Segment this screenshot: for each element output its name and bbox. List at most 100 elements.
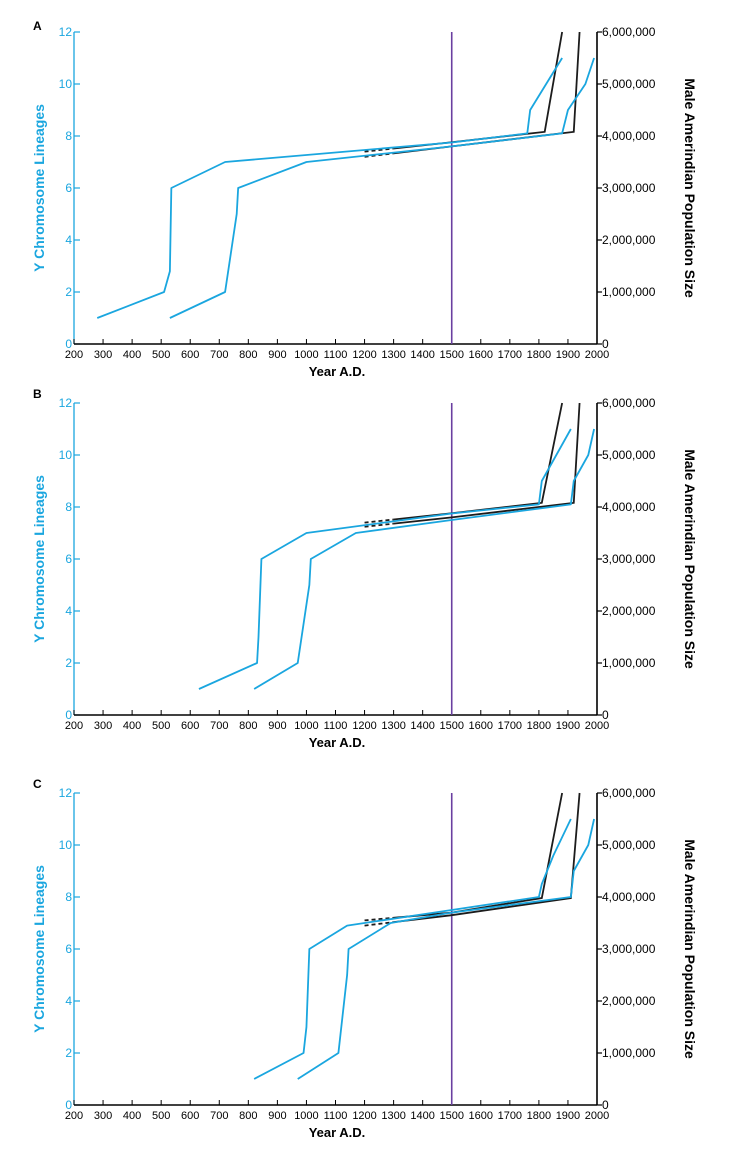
x-tick-label: 1500 [439, 349, 463, 361]
y-left-tick-label: 12 [59, 786, 73, 800]
y-right-tick-label: 0 [602, 1098, 609, 1112]
y-left-tick-label: 6 [65, 942, 72, 956]
x-tick-label: 600 [181, 720, 199, 732]
x-tick-label: 1700 [498, 720, 522, 732]
y-left-tick-label: 12 [59, 396, 73, 410]
x-tick-label: 1200 [352, 1110, 376, 1122]
y-left-tick-label: 6 [65, 181, 72, 195]
panel-label: C [33, 777, 42, 791]
y-axis-right-label: Male Amerindian Population Size [682, 839, 698, 1059]
x-tick-label: 1600 [469, 720, 493, 732]
x-tick-label: 300 [94, 1110, 112, 1122]
x-tick-label: 700 [210, 1110, 228, 1122]
x-tick-label: 900 [268, 1110, 286, 1122]
chart-panel-b: B 0 2 4 6 8 10 12 0 1,000,000 2,000,000 3,000,000 4,… [31, 387, 698, 750]
y-right-tick-label: 5,000,000 [602, 77, 656, 91]
x-axis-label: Year A.D. [309, 1125, 366, 1140]
y-right-tick-label: 2,000,000 [602, 994, 656, 1008]
y-left-tick-label: 10 [59, 838, 73, 852]
x-tick-label: 1500 [439, 1110, 463, 1122]
x-tick-label: 900 [268, 720, 286, 732]
x-tick-label: 1800 [527, 349, 551, 361]
y-left-tick-label: 4 [65, 604, 72, 618]
panel-label: B [33, 387, 42, 401]
x-tick-label: 800 [239, 1110, 257, 1122]
y-left-tick-label: 10 [59, 448, 73, 462]
y-left-tick-label: 0 [65, 708, 72, 722]
lineages-late-line [169, 57, 595, 319]
population-early-dashed-segment [364, 147, 394, 153]
x-tick-label: 300 [94, 349, 112, 361]
y-right-tick-label: 0 [602, 708, 609, 722]
y-right-tick-label: 5,000,000 [602, 448, 656, 462]
y-right-tick-label: 2,000,000 [602, 604, 656, 618]
panel-label: A [33, 19, 42, 33]
x-tick-label: 1000 [294, 349, 318, 361]
y-right-tick-label: 5,000,000 [602, 838, 656, 852]
x-tick-label: 1200 [352, 349, 376, 361]
x-tick-label: 400 [123, 349, 141, 361]
y-right-tick-label: 3,000,000 [602, 181, 656, 195]
x-tick-label: 1400 [410, 1110, 434, 1122]
x-tick-label: 2000 [585, 720, 609, 732]
y-axis-right-label: Male Amerindian Population Size [682, 78, 698, 298]
y-axis-right-label: Male Amerindian Population Size [682, 449, 698, 669]
x-tick-label: 900 [268, 349, 286, 361]
x-tick-label: 400 [123, 720, 141, 732]
x-tick-label: 500 [152, 349, 170, 361]
x-tick-label: 200 [65, 349, 83, 361]
y-right-tick-label: 2,000,000 [602, 233, 656, 247]
x-tick-label: 2000 [585, 1110, 609, 1122]
x-tick-label: 1000 [294, 1110, 318, 1122]
x-tick-label: 300 [94, 720, 112, 732]
x-tick-label: 1000 [294, 720, 318, 732]
y-axis-left-label: Y Chromosome Lineages [31, 104, 47, 272]
population-late-dashed-segment [364, 522, 394, 528]
x-tick-label: 400 [123, 1110, 141, 1122]
x-tick-label: 1500 [439, 720, 463, 732]
x-tick-label: 1700 [498, 349, 522, 361]
lineages-early-line [96, 57, 563, 319]
y-left-tick-label: 8 [65, 500, 72, 514]
y-left-tick-label: 4 [65, 994, 72, 1008]
y-right-tick-label: 3,000,000 [602, 942, 656, 956]
y-left-tick-label: 8 [65, 890, 72, 904]
x-tick-label: 1900 [556, 1110, 580, 1122]
population-early-dashed-segment [364, 518, 394, 524]
x-tick-label: 800 [239, 720, 257, 732]
x-tick-label: 1600 [469, 1110, 493, 1122]
y-left-tick-label: 12 [59, 25, 73, 39]
x-tick-label: 600 [181, 349, 199, 361]
x-tick-label: 1300 [381, 349, 405, 361]
x-tick-label: 1300 [381, 1110, 405, 1122]
x-tick-label: 600 [181, 1110, 199, 1122]
x-tick-label: 1100 [324, 720, 348, 732]
y-left-tick-label: 6 [65, 552, 72, 566]
x-tick-label: 1100 [324, 349, 348, 361]
y-right-tick-label: 1,000,000 [602, 656, 656, 670]
chart-panel-a: A 0 2 4 6 8 10 12 0 1,000,000 2,000,000 3,000,000 4,… [31, 19, 698, 379]
x-tick-label: 1800 [527, 720, 551, 732]
x-tick-label: 1300 [381, 720, 405, 732]
y-left-tick-label: 0 [65, 337, 72, 351]
y-left-tick-label: 4 [65, 233, 72, 247]
y-axis-left-label: Y Chromosome Lineages [31, 475, 47, 643]
x-tick-label: 1900 [556, 349, 580, 361]
y-right-tick-label: 4,000,000 [602, 890, 656, 904]
y-right-tick-label: 3,000,000 [602, 552, 656, 566]
lineages-early-line [253, 818, 572, 1080]
x-tick-label: 800 [239, 349, 257, 361]
lineages-late-line [253, 428, 595, 690]
y-left-tick-label: 10 [59, 77, 73, 91]
population-early-line [393, 402, 564, 521]
x-tick-label: 1600 [469, 349, 493, 361]
x-tick-label: 500 [152, 1110, 170, 1122]
x-tick-label: 1900 [556, 720, 580, 732]
population-late-line [393, 402, 581, 525]
y-right-tick-label: 1,000,000 [602, 285, 656, 299]
y-left-tick-label: 8 [65, 129, 72, 143]
lineages-early-line [198, 428, 572, 690]
population-early-line [393, 792, 564, 919]
population-early-line [393, 31, 564, 150]
